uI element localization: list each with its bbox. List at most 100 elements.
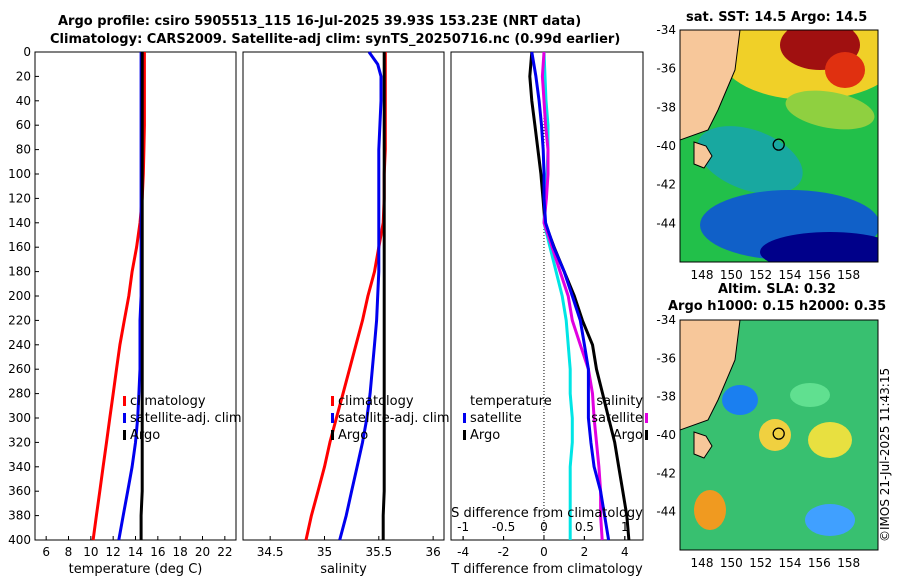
salinity-xlabel: salinity (320, 562, 367, 577)
sla-map-body (680, 320, 878, 550)
sla-lon-label: 154 (779, 556, 802, 570)
sst-lon-label: 148 (691, 268, 714, 282)
title-line-2: Climatology: CARS2009. Satellite-adj cli… (50, 32, 621, 47)
sst-lon-label: 158 (837, 268, 860, 282)
salinity-line-satellite-adj-clim (338, 51, 383, 541)
temperature-line-Argo (139, 52, 144, 540)
depth-tick-label: 260 (8, 362, 31, 376)
sst-lon-label: 154 (779, 268, 802, 282)
difference-left-legend-label: Argo (470, 428, 500, 443)
sla-argo-marker (772, 427, 785, 440)
temperature-xtick-label: 16 (150, 545, 165, 559)
depth-tick-label: 200 (8, 289, 31, 303)
difference-s-xtick-label: 0.5 (575, 520, 594, 534)
sla-map-title-1: Altim. SLA: 0.32 (718, 282, 836, 297)
difference-line-S-Argo (530, 51, 611, 541)
difference-right-legend-swatch (645, 413, 648, 423)
temperature-xtick-label: 10 (83, 545, 98, 559)
temperature-line-climatology (91, 52, 146, 541)
difference-right-legend-swatch (645, 430, 648, 440)
sst-map-body (680, 30, 878, 262)
salinity-legend-swatch (331, 396, 334, 406)
sst-lon-label: 150 (720, 268, 743, 282)
temperature-xlabel: temperature (deg C) (69, 562, 203, 577)
panel-temperature-frame (34, 51, 237, 541)
sst-mid-patch (785, 90, 875, 130)
sst-warm-eddy (825, 52, 865, 88)
temperature-xtick-label: 14 (128, 545, 143, 559)
sst-lat-label: -34 (656, 23, 676, 37)
sla-warm-edge (694, 490, 726, 530)
sla-lon-label: 148 (691, 556, 714, 570)
depth-tick-label: 380 (8, 509, 31, 523)
sst-lat-label: -38 (656, 100, 676, 114)
depth-tick-label: 280 (8, 387, 31, 401)
sst-lat-label: -44 (656, 216, 676, 230)
sla-frame (679, 319, 879, 551)
panel-salinity-frame (242, 51, 445, 541)
depth-tick-label: 40 (16, 94, 31, 108)
difference-t-xtick-label: 2 (581, 545, 589, 559)
difference-t-xtick-label: -2 (498, 545, 510, 559)
sst-land (680, 30, 741, 141)
difference-s-xtick-label: 0 (540, 520, 548, 534)
depth-tick-label: 360 (8, 484, 31, 498)
sst-lat-label: -36 (656, 62, 676, 76)
sla-land (680, 320, 741, 431)
sst-lon-label: 156 (808, 268, 831, 282)
sla-lat-label: -36 (656, 351, 676, 365)
difference-t-xlabel: T difference from climatology (450, 562, 643, 577)
sla-mid-patch (790, 383, 830, 407)
salinity-legend-swatch (331, 413, 334, 423)
sst-lat-label: -42 (656, 178, 676, 192)
sla-high-patch (808, 422, 852, 458)
salinity-legend-label: climatology (338, 394, 414, 409)
salinity-legend-label: Argo (338, 428, 368, 443)
sla-low-patch (805, 504, 855, 536)
depth-tick-label: 300 (8, 411, 31, 425)
sst-cold-core (760, 232, 878, 262)
depth-tick-label: 180 (8, 265, 31, 279)
depth-tick-label: 140 (8, 216, 31, 230)
salinity-xtick-label: 35.5 (365, 545, 392, 559)
temperature-xtick-label: 22 (217, 545, 232, 559)
depth-tick-label: 20 (16, 69, 31, 83)
difference-line-T-Argo (528, 51, 631, 541)
depth-tick-label: 340 (8, 460, 31, 474)
sst-lat-label: -40 (656, 139, 676, 153)
salinity-xtick-label: 35 (317, 545, 332, 559)
difference-s-xtick-label: -0.5 (492, 520, 515, 534)
sla-island (693, 431, 713, 459)
difference-t-xtick-label: -4 (457, 545, 469, 559)
difference-right-legend-label: satellite (591, 411, 643, 426)
temperature-xtick-label: 6 (42, 545, 50, 559)
sla-lat-label: -38 (656, 390, 676, 404)
sla-lon-label: 156 (808, 556, 831, 570)
sst-frame (679, 29, 879, 263)
difference-s-xtick-label: -1 (457, 520, 469, 534)
sla-map-title-2: Argo h1000: 0.15 h2000: 0.35 (668, 299, 887, 314)
depth-tick-label: 320 (8, 435, 31, 449)
sst-argo-marker (772, 138, 785, 151)
sst-island (693, 141, 713, 169)
sla-lat-label: -44 (656, 505, 676, 519)
difference-t-xtick-label: 0 (540, 545, 548, 559)
sla-lat-label: -42 (656, 466, 676, 480)
depth-tick-label: 160 (8, 240, 31, 254)
sst-cool-patch (697, 126, 803, 194)
salinity-legend-swatch (331, 430, 334, 440)
depth-tick-label: 60 (16, 118, 31, 132)
sla-high-eddy (759, 419, 791, 451)
temperature-legend-label: climatology (130, 394, 206, 409)
imos-timestamp: ©IMOS 21-Jul-2025 11:43:15 (878, 367, 892, 542)
difference-s-xlabel: S difference from climatology (451, 506, 643, 521)
sla-low-eddy (722, 385, 758, 415)
difference-left-legend-label: temperature (470, 394, 552, 409)
depth-tick-label: 120 (8, 191, 31, 205)
difference-right-legend-label: Argo (613, 428, 643, 443)
difference-t-xtick-label: 4 (621, 545, 629, 559)
sla-map (679, 319, 879, 551)
salinity-line-Argo (381, 52, 386, 540)
temperature-xtick-label: 20 (195, 545, 210, 559)
